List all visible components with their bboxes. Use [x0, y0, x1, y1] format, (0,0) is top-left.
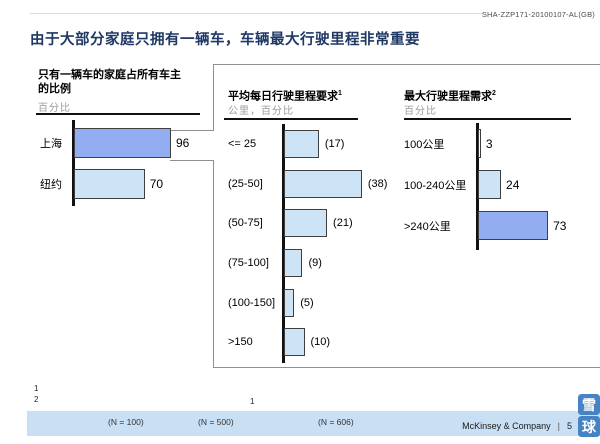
bar-100-240km [478, 170, 502, 199]
bar-row: <= 25 (17) [228, 130, 344, 158]
value-label: (5) [300, 297, 314, 309]
detail-box-left-border-upper [213, 64, 214, 131]
bar-gt240km [478, 211, 549, 240]
right-chart-unit: 百分比 [404, 106, 437, 117]
brand-credit: McKinsey & Company | 5 [462, 421, 572, 431]
bar-row: (25-50] (38) [228, 170, 387, 198]
left-chart-title: 只有一辆车的家庭占所有车主的比例 [38, 69, 181, 95]
sample-size-left: (N = 100) [108, 417, 144, 427]
value-label: 3 [485, 136, 493, 151]
category-label: (100-150] [228, 297, 276, 309]
bar-row: 100公里 3 [404, 129, 493, 158]
bar-gt150 [284, 328, 305, 356]
bar-100-150 [284, 289, 295, 317]
bar-row: >150 (10) [228, 328, 330, 356]
right-chart-title-text: 最大行驶里程需求 [404, 90, 492, 103]
bar-row: (100-150] (5) [228, 289, 314, 317]
bar-row: (50-75] (21) [228, 209, 353, 237]
footer-band [27, 411, 600, 436]
bar-row: (75-100] (9) [228, 249, 322, 277]
category-label: 100公里 [404, 138, 445, 151]
logo-tile-top: 雪 [578, 394, 600, 415]
middle-chart-axis [282, 124, 285, 363]
footnote-mark-2: 2 [34, 395, 39, 404]
category-label: (50-75] [228, 217, 263, 229]
right-chart-title: 最大行驶里程需求2 [404, 87, 496, 104]
value-label: (21) [333, 217, 353, 229]
value-label: 73 [553, 218, 567, 233]
footnote-mark-3: 1 [250, 397, 255, 406]
footnote-mark-1: 1 [34, 384, 39, 393]
left-chart-unit: 百分比 [38, 103, 71, 114]
bar-to-box-connector-top [170, 130, 214, 131]
bar-shanghai [74, 128, 171, 158]
header-divider-line [30, 13, 482, 14]
category-label: 上海 [40, 138, 62, 150]
bar-newyork [74, 169, 145, 199]
bar-row: 100-240公里 24 [404, 170, 519, 199]
page-title: 由于大部分家庭只拥有一辆车，车辆最大行驶里程非常重要 [30, 32, 420, 48]
document-code: SHA-ZZP171-20100107-AL(GB) [481, 10, 595, 19]
category-label: >240公里 [404, 220, 451, 233]
footnote-superscript: 1 [338, 90, 342, 97]
value-label: 70 [149, 177, 164, 191]
divider: | [557, 421, 560, 431]
value-label: (10) [310, 336, 331, 348]
value-label: 96 [175, 136, 190, 150]
bar-row: 纽约 70 [40, 169, 163, 199]
sample-size-middle: (N = 500) [198, 417, 234, 427]
right-chart-axis [476, 123, 479, 250]
middle-chart-title: 平均每日行驶里程要求1 [228, 87, 342, 104]
category-label: 100-240公里 [404, 179, 467, 192]
bar-to-box-connector-bottom [170, 160, 214, 161]
bar-100km [478, 129, 481, 158]
detail-box-left-border-lower [213, 160, 214, 367]
detail-box-bottom-border [213, 367, 600, 368]
value-label: (17) [324, 138, 345, 150]
xueqiu-logo: 雪 球 [578, 394, 600, 438]
bar-50-75 [284, 209, 328, 237]
bar-le25 [284, 130, 319, 158]
category-label: (75-100] [228, 257, 269, 269]
bar-row: 上海 96 [40, 128, 189, 158]
detail-box-top-border [213, 64, 600, 65]
category-label: >150 [228, 336, 253, 348]
middle-chart-header-rule [224, 118, 358, 120]
brand-name: McKinsey & Company [462, 421, 551, 431]
footnote-superscript: 2 [492, 90, 496, 97]
bar-25-50 [284, 170, 362, 198]
left-chart-axis [72, 120, 75, 206]
sample-size-right: (N = 606) [318, 417, 354, 427]
category-label: <= 25 [228, 138, 257, 150]
bar-row: >240公里 73 [404, 211, 566, 240]
page-number: 5 [566, 421, 572, 431]
bar-75-100 [284, 249, 303, 277]
left-chart-header-rule [36, 113, 200, 115]
value-label: 24 [506, 177, 520, 192]
category-label: (25-50] [228, 178, 263, 190]
logo-tile-bottom: 球 [578, 416, 600, 437]
value-label: (9) [308, 257, 322, 269]
value-label: (38) [367, 178, 388, 190]
middle-chart-title-text: 平均每日行驶里程要求 [228, 90, 338, 103]
middle-chart-unit: 公里，百分比 [228, 106, 294, 117]
category-label: 纽约 [40, 179, 62, 191]
right-chart-header-rule [404, 118, 571, 120]
